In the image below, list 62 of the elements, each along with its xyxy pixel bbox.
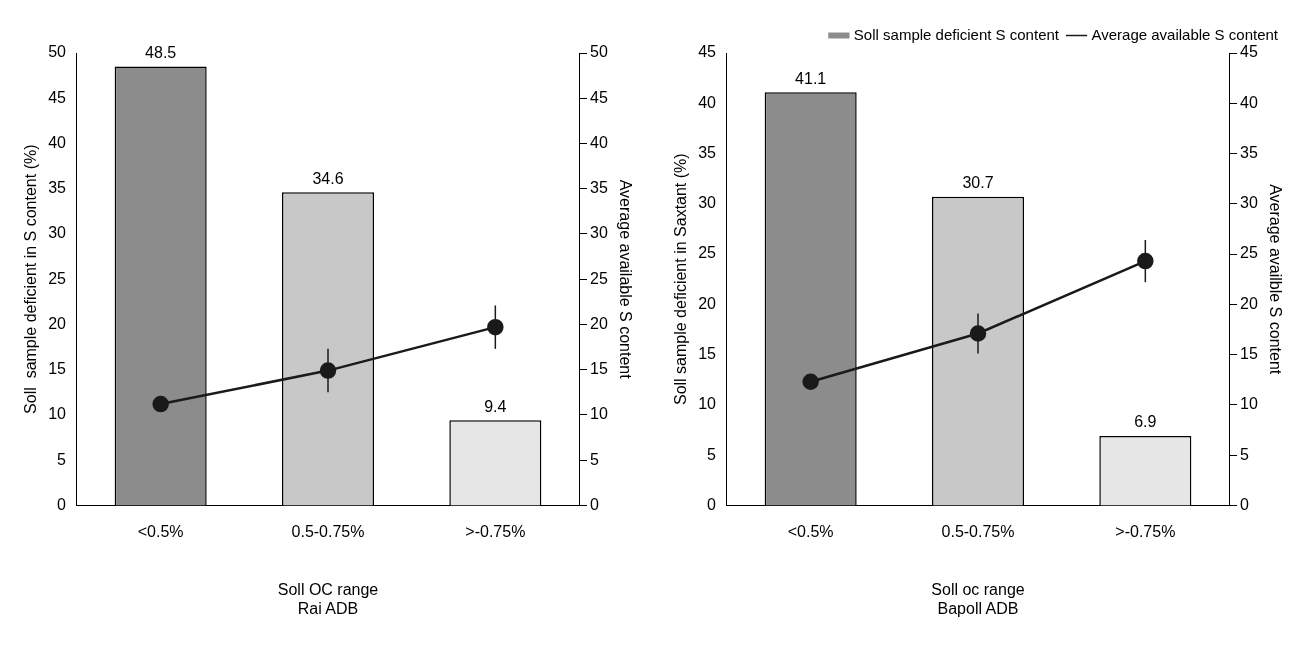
y2-axis-title: Average availble S content [1266, 184, 1284, 375]
x-tick-label: <0.5% [137, 523, 184, 541]
x-tick-label: <0.5% [787, 523, 834, 541]
x-tick-label: 0.5-0.75% [291, 523, 365, 541]
y-tick-label: 25 [48, 269, 67, 287]
y-tick-label: 5 [707, 445, 717, 463]
y-axis-title: Soll sample deficient in S content (%) [22, 144, 40, 414]
y-tick-label: 35 [48, 179, 67, 197]
x-tick-label: >-0.75% [1115, 523, 1176, 541]
data-label: 48.5 [145, 43, 177, 61]
x-axis-title: Soll oc range Bapoll ADB [931, 580, 1025, 617]
legend-label: Soll sample deficient S content [853, 25, 1060, 43]
legend-label: Average available S content [1091, 25, 1279, 43]
data-label: 9.4 [484, 397, 507, 415]
y2-tick-label: 20 [1240, 294, 1258, 312]
y-tick-label: 40 [698, 93, 717, 111]
y2-tick-label: 10 [1240, 395, 1258, 413]
y2-tick-label: 45 [590, 88, 608, 106]
y-tick-label: 30 [48, 224, 67, 242]
data-label: 6.9 [1134, 413, 1157, 431]
y2-tick-label: 25 [1240, 244, 1258, 262]
y2-tick-label: 50 [590, 43, 608, 61]
x-axis-title: Soll OC range Rai ADB [277, 580, 379, 617]
y-tick-label: 45 [48, 88, 67, 106]
y-tick-label: 20 [698, 294, 717, 312]
y-tick-label: 50 [48, 43, 67, 61]
y2-tick-label: 40 [590, 133, 608, 151]
y2-tick-label: 30 [1240, 194, 1258, 212]
y2-tick-label: 25 [590, 269, 608, 287]
y2-tick-label: 40 [1240, 93, 1258, 111]
y-tick-label: 0 [57, 495, 67, 513]
y2-tick-label: 15 [1240, 345, 1258, 363]
y-tick-label: 15 [48, 360, 67, 378]
y2-tick-label: 20 [590, 314, 608, 332]
y2-tick-label: 0 [1240, 495, 1249, 513]
y-tick-label: 0 [707, 495, 717, 513]
y-tick-label: 40 [48, 133, 67, 151]
y2-tick-label: 5 [1240, 445, 1249, 463]
y2-tick-label: 0 [590, 495, 599, 513]
y2-tick-label: 15 [590, 360, 608, 378]
y-tick-label: 10 [698, 395, 717, 413]
y-tick-label: 30 [698, 194, 717, 212]
x-tick-label: 0.5-0.75% [941, 523, 1015, 541]
y2-tick-label: 35 [590, 179, 608, 197]
y-tick-label: 10 [48, 405, 67, 423]
y2-tick-label: 10 [590, 405, 608, 423]
y2-tick-label: 5 [590, 450, 599, 468]
y-tick-label: 15 [698, 345, 717, 363]
data-label: 41.1 [795, 69, 827, 87]
y2-tick-label: 30 [590, 224, 608, 242]
y-tick-label: 35 [698, 143, 717, 161]
x-tick-label: >-0.75% [465, 523, 526, 541]
y-tick-label: 20 [48, 314, 67, 332]
data-label: 34.6 [312, 169, 344, 187]
y-axis-title: Soll sample deficient in Saxtant (%) [672, 153, 690, 406]
y-tick-label: 5 [57, 450, 67, 468]
y2-axis-title: Average available S content [616, 179, 634, 380]
y2-tick-label: 45 [1240, 43, 1258, 61]
y-tick-label: 25 [698, 244, 717, 262]
y2-tick-label: 35 [1240, 143, 1258, 161]
y-tick-label: 45 [698, 43, 717, 61]
data-label: 30.7 [962, 174, 994, 192]
